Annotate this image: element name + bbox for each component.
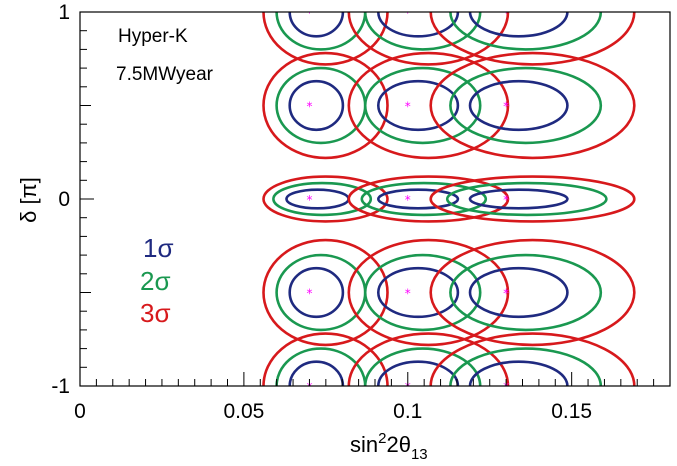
contour-1sigma-x0.07-d-1 <box>288 360 345 386</box>
contour-3sigma-x0.1-d-0.5 <box>347 238 510 347</box>
true-point-marker: * <box>405 287 411 301</box>
true-point-marker: * <box>306 100 312 114</box>
true-point-marker: * <box>405 100 411 114</box>
contour-2sigma-x0.13-d0.5 <box>449 66 603 145</box>
contour-3sigma-x0.1-d-1 <box>347 332 510 386</box>
contour-1sigma-x0.1-d-1 <box>377 360 460 386</box>
y-axis-title: δ [π] <box>16 177 41 223</box>
contour-3sigma-x0.13-d0 <box>429 175 636 223</box>
true-point-marker: * <box>306 287 312 301</box>
contour-3sigma-x0.13-d-1 <box>429 332 636 386</box>
contour-1sigma-x0.07-d0.5 <box>288 79 345 132</box>
true-point-marker: * <box>503 193 509 207</box>
x-axis-title: sin22θ13 <box>350 430 428 463</box>
contour-2sigma-x0.1-d-0.5 <box>363 253 482 332</box>
contour-3sigma-x0.07-d-1 <box>262 332 389 386</box>
contour-3sigma-x0.1-d0 <box>347 175 510 223</box>
true-point-marker: * <box>306 6 312 20</box>
contour-1sigma-x0.1-d0 <box>377 188 460 210</box>
contour-3sigma-x0.07-d0 <box>262 175 389 223</box>
contour-3sigma-x0.13-d0.5 <box>429 51 636 160</box>
contour-3sigma-x0.07-d1 <box>262 12 389 66</box>
contour-1sigma-x0.07-d0 <box>285 188 350 210</box>
contour-1sigma-x0.13-d0 <box>468 188 569 210</box>
contour-3sigma-x0.13-d-0.5 <box>429 238 636 347</box>
contour-2sigma-x0.07-d0 <box>272 181 373 217</box>
axis-ticks: 0 0.05 0.1 0.15-101 <box>51 1 671 423</box>
x-tick-label: 0.05 <box>223 400 264 423</box>
legend-3sigma: 3σ <box>140 298 171 328</box>
y-tick-label: 0 <box>58 188 70 211</box>
true-point-marker: * <box>503 100 509 114</box>
contour-1sigma-x0.1-d0.5 <box>377 79 460 132</box>
true-point-marker: * <box>405 6 411 20</box>
contour-1sigma-x0.13-d-0.5 <box>468 266 569 319</box>
contour-1sigma-x0.1-d1 <box>377 12 460 38</box>
true-point-marker: * <box>503 287 509 301</box>
contour-2sigma-x0.1-d0 <box>360 181 488 217</box>
contour-1sigma-x0.07-d-0.5 <box>288 266 345 319</box>
contour-2sigma-x0.13-d0 <box>445 181 608 217</box>
contour-3sigma-x0.07-d-0.5 <box>262 238 389 347</box>
y-tick-label: 1 <box>58 1 70 24</box>
contour-3sigma-x0.1-d0.5 <box>347 51 510 160</box>
x-tick-label: 0.15 <box>551 400 592 423</box>
contour-2sigma-x0.13-d1 <box>449 12 603 51</box>
contour-1sigma-x0.13-d1 <box>468 12 569 38</box>
contour-2sigma-x0.13-d-1 <box>449 347 603 386</box>
contour-3sigma-x0.13-d1 <box>429 12 636 66</box>
contour-1sigma-x0.07-d1 <box>288 12 345 38</box>
annotation-exposure: 7.5MWyear <box>116 64 214 85</box>
contour-2sigma-x0.07-d-1 <box>275 347 367 386</box>
contour-3sigma-x0.07-d0.5 <box>262 51 389 160</box>
contour-2sigma-x0.1-d1 <box>363 12 482 51</box>
legend-2sigma: 2σ <box>140 266 171 296</box>
annotation-experiment: Hyper-K <box>118 26 188 47</box>
x-tick-label: 0 <box>74 400 86 423</box>
contour-1sigma-x0.1-d-0.5 <box>377 266 460 319</box>
contour-layer: * * ** * ** * ** * ** * * <box>262 6 636 386</box>
contour-1sigma-x0.13-d-1 <box>468 360 569 386</box>
contour-2sigma-x0.1-d-1 <box>363 347 482 386</box>
y-tick-label: -1 <box>51 375 70 398</box>
contour-3sigma-x0.1-d1 <box>347 12 510 66</box>
contour-2sigma-x0.1-d0.5 <box>363 66 482 145</box>
x-tick-label: 0.1 <box>393 400 422 423</box>
true-point-marker: * <box>405 193 411 207</box>
contour-2sigma-x0.13-d-0.5 <box>449 253 603 332</box>
legend-1sigma: 1σ <box>143 233 174 263</box>
contour-1sigma-x0.13-d0.5 <box>468 79 569 132</box>
true-point-marker: * <box>503 6 509 20</box>
true-point-marker: * <box>306 193 312 207</box>
contour-2sigma-x0.07-d1 <box>275 12 367 51</box>
